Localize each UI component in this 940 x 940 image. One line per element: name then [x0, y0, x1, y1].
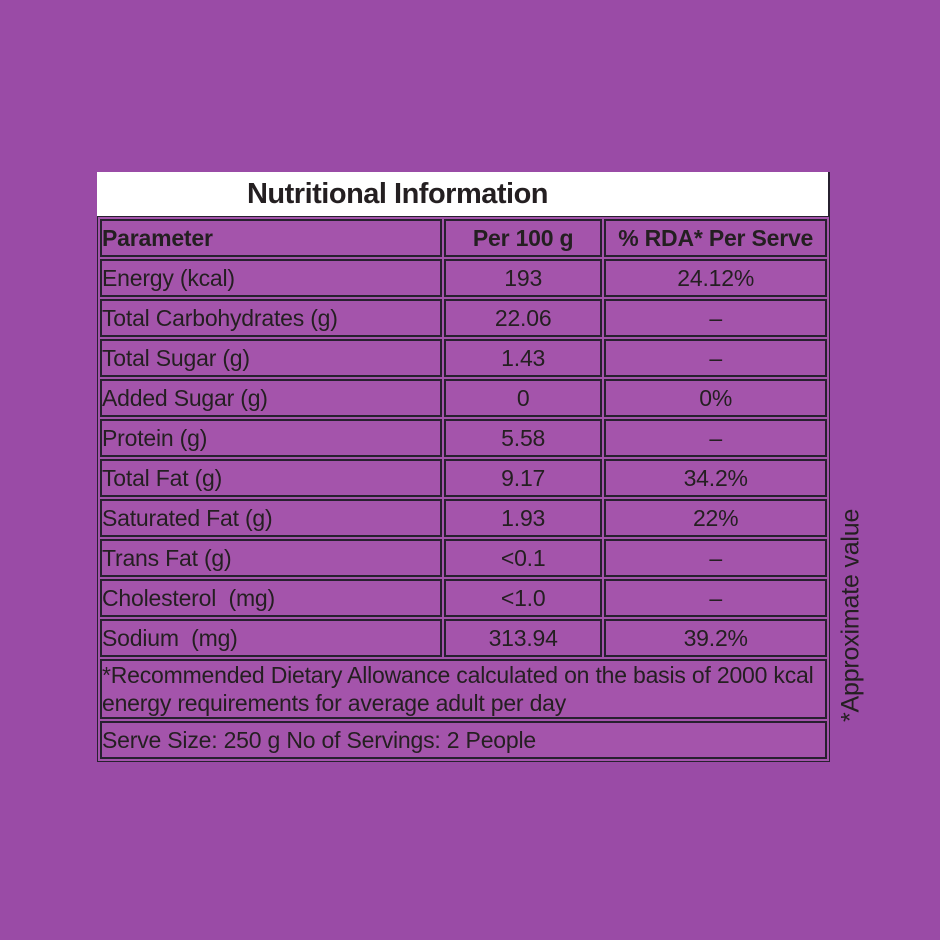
row-per-100g: 313.94 — [443, 619, 603, 657]
header-rda-per-serve: % RDA* Per Serve — [604, 219, 827, 257]
row-parameter: Protein (g) — [100, 419, 442, 457]
header-per-100g: Per 100 g — [443, 219, 603, 257]
row-rda: 39.2% — [604, 619, 827, 657]
row-rda: – — [604, 579, 827, 617]
row-per-100g: <1.0 — [443, 579, 603, 617]
row-per-100g: 1.93 — [443, 499, 603, 537]
rda-footnote-row: *Recommended Dietary Allowance calculate… — [100, 659, 827, 719]
row-per-100g: 9.17 — [443, 459, 603, 497]
table-row: Cholesterol (mg) <1.0 – — [100, 579, 827, 617]
row-rda: 34.2% — [604, 459, 827, 497]
table-row: Total Fat (g) 9.17 34.2% — [100, 459, 827, 497]
row-parameter: Trans Fat (g) — [100, 539, 442, 577]
table-row: Sodium (mg) 313.94 39.2% — [100, 619, 827, 657]
table-row: Saturated Fat (g) 1.93 22% — [100, 499, 827, 537]
nutrition-table: Parameter Per 100 g % RDA* Per Serve Ene… — [97, 216, 830, 762]
row-per-100g: 0 — [443, 379, 603, 417]
row-parameter: Energy (kcal) — [100, 259, 442, 297]
row-per-100g: 1.43 — [443, 339, 603, 377]
row-parameter: Sodium (mg) — [100, 619, 442, 657]
row-parameter: Total Sugar (g) — [100, 339, 442, 377]
row-rda: – — [604, 419, 827, 457]
table-row: Protein (g) 5.58 – — [100, 419, 827, 457]
serve-info: Serve Size: 250 g No of Servings: 2 Peop… — [100, 721, 827, 759]
rda-footnote: *Recommended Dietary Allowance calculate… — [100, 659, 827, 719]
row-rda: – — [604, 299, 827, 337]
row-per-100g: <0.1 — [443, 539, 603, 577]
row-parameter: Added Sugar (g) — [100, 379, 442, 417]
row-parameter: Cholesterol (mg) — [100, 579, 442, 617]
row-rda: – — [604, 339, 827, 377]
row-parameter: Saturated Fat (g) — [100, 499, 442, 537]
table-row: Added Sugar (g) 0 0% — [100, 379, 827, 417]
row-rda: 22% — [604, 499, 827, 537]
table-header-row: Parameter Per 100 g % RDA* Per Serve — [100, 219, 827, 257]
row-rda: 0% — [604, 379, 827, 417]
label-title: Nutritional Information — [97, 172, 830, 216]
approximate-value-note: *Approximate value — [836, 508, 865, 722]
nutrition-label: Nutritional Information Parameter Per 10… — [97, 172, 830, 762]
header-parameter: Parameter — [100, 219, 442, 257]
table-row: Total Sugar (g) 1.43 – — [100, 339, 827, 377]
table-row: Total Carbohydrates (g) 22.06 – — [100, 299, 827, 337]
row-rda: – — [604, 539, 827, 577]
row-parameter: Total Carbohydrates (g) — [100, 299, 442, 337]
row-rda: 24.12% — [604, 259, 827, 297]
table-row: Trans Fat (g) <0.1 – — [100, 539, 827, 577]
row-per-100g: 193 — [443, 259, 603, 297]
row-per-100g: 22.06 — [443, 299, 603, 337]
serve-info-row: Serve Size: 250 g No of Servings: 2 Peop… — [100, 721, 827, 759]
row-per-100g: 5.58 — [443, 419, 603, 457]
table-row: Energy (kcal) 193 24.12% — [100, 259, 827, 297]
row-parameter: Total Fat (g) — [100, 459, 442, 497]
